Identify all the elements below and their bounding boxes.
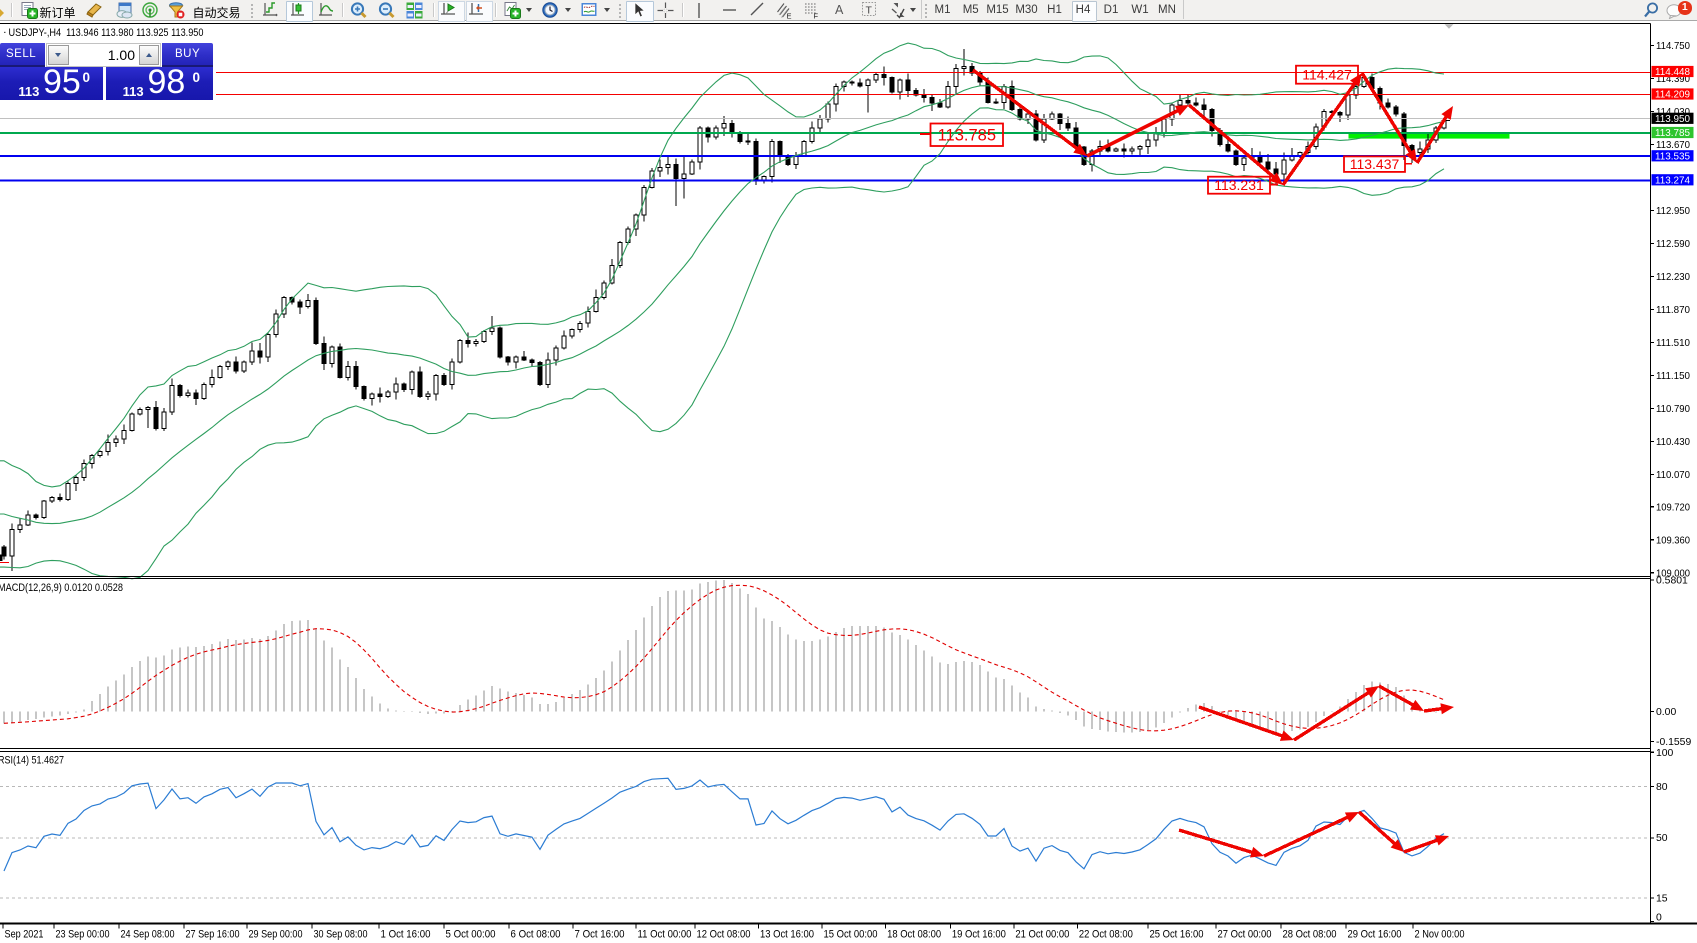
svg-text:21 Oct 00:00: 21 Oct 00:00 xyxy=(1015,929,1069,941)
svg-text:80: 80 xyxy=(1656,782,1668,793)
svg-text:113.535: 113.535 xyxy=(1655,152,1690,163)
svg-text:111.510: 111.510 xyxy=(1656,338,1690,349)
svg-text:114.750: 114.750 xyxy=(1656,41,1690,52)
svg-text:-0.1559: -0.1559 xyxy=(1656,737,1691,748)
svg-text:100: 100 xyxy=(1656,748,1674,759)
svg-text:109.000: 109.000 xyxy=(1656,568,1690,579)
svg-text:114.030: 114.030 xyxy=(1656,107,1690,118)
svg-text:112.950: 112.950 xyxy=(1656,206,1690,217)
svg-text:113.785: 113.785 xyxy=(938,127,996,145)
svg-text:6 Oct 08:00: 6 Oct 08:00 xyxy=(511,929,561,941)
svg-text:113.950: 113.950 xyxy=(1655,114,1690,125)
svg-text:114.427: 114.427 xyxy=(1302,67,1352,83)
svg-text:22 Oct 08:00: 22 Oct 08:00 xyxy=(1079,929,1133,941)
svg-text:50: 50 xyxy=(1656,833,1668,844)
svg-text:F: F xyxy=(814,12,819,20)
svg-text:25 Oct 16:00: 25 Oct 16:00 xyxy=(1150,929,1204,941)
svg-text:15 Oct 00:00: 15 Oct 00:00 xyxy=(824,929,878,941)
svg-text:23 Sep 00:00: 23 Sep 00:00 xyxy=(56,929,110,941)
svg-text:30 Sep 08:00: 30 Sep 08:00 xyxy=(314,929,368,941)
svg-text:13 Oct 16:00: 13 Oct 16:00 xyxy=(760,929,814,941)
svg-text:T: T xyxy=(865,5,872,17)
svg-text:27 Oct 00:00: 27 Oct 00:00 xyxy=(1218,929,1272,941)
svg-text:11 Oct 00:00: 11 Oct 00:00 xyxy=(638,929,692,941)
svg-text:15: 15 xyxy=(1656,894,1668,905)
svg-text:E: E xyxy=(787,12,792,20)
svg-text:114.390: 114.390 xyxy=(1656,74,1690,85)
svg-text:114.448: 114.448 xyxy=(1655,67,1690,78)
svg-text:110.430: 110.430 xyxy=(1656,437,1690,448)
svg-text:USDJPY-,H4 113.946 113.980 11: USDJPY-,H4 113.946 113.980 113.925 113.9… xyxy=(9,27,204,39)
svg-text:113.785: 113.785 xyxy=(1655,128,1690,139)
svg-text:109.360: 109.360 xyxy=(1656,535,1690,546)
svg-text:RSI(14) 51.4627: RSI(14) 51.4627 xyxy=(0,754,64,766)
svg-text:Sep 2021: Sep 2021 xyxy=(5,929,44,941)
svg-text:29 Sep 00:00: 29 Sep 00:00 xyxy=(249,929,303,941)
svg-text:113.670: 113.670 xyxy=(1656,140,1690,151)
svg-text:27 Sep 16:00: 27 Sep 16:00 xyxy=(186,929,240,941)
svg-text:113.231: 113.231 xyxy=(1214,177,1264,193)
svg-text:114.209: 114.209 xyxy=(1655,90,1690,101)
svg-text:24 Sep 08:00: 24 Sep 08:00 xyxy=(121,929,175,941)
svg-text:113.437: 113.437 xyxy=(1350,156,1400,172)
svg-text:110.790: 110.790 xyxy=(1656,404,1690,415)
svg-text:2 Nov 00:00: 2 Nov 00:00 xyxy=(1415,929,1465,941)
svg-text:109.720: 109.720 xyxy=(1656,502,1690,513)
svg-text:1 Oct 16:00: 1 Oct 16:00 xyxy=(381,929,431,941)
svg-text:5 Oct 00:00: 5 Oct 00:00 xyxy=(446,929,496,941)
svg-text:MACD(12,26,9) 0.0120 0.0528: MACD(12,26,9) 0.0120 0.0528 xyxy=(0,582,123,594)
svg-text:0.5801: 0.5801 xyxy=(1656,576,1688,587)
svg-text:111.150: 111.150 xyxy=(1656,371,1690,382)
svg-text:12 Oct 08:00: 12 Oct 08:00 xyxy=(697,929,751,941)
svg-text:29 Oct 16:00: 29 Oct 16:00 xyxy=(1348,929,1402,941)
svg-text:111.870: 111.870 xyxy=(1656,305,1690,316)
svg-text:19 Oct 16:00: 19 Oct 16:00 xyxy=(952,929,1006,941)
svg-text:0: 0 xyxy=(1656,913,1662,924)
svg-text:18 Oct 08:00: 18 Oct 08:00 xyxy=(887,929,941,941)
svg-text:113.274: 113.274 xyxy=(1655,176,1690,187)
svg-text:·: · xyxy=(3,27,7,39)
svg-text:112.590: 112.590 xyxy=(1656,239,1690,250)
svg-text:112.230: 112.230 xyxy=(1656,272,1690,283)
svg-text:110.070: 110.070 xyxy=(1656,470,1690,481)
svg-text:0.00: 0.00 xyxy=(1656,707,1676,718)
svg-text:7 Oct 16:00: 7 Oct 16:00 xyxy=(575,929,625,941)
svg-text:28 Oct 08:00: 28 Oct 08:00 xyxy=(1283,929,1337,941)
